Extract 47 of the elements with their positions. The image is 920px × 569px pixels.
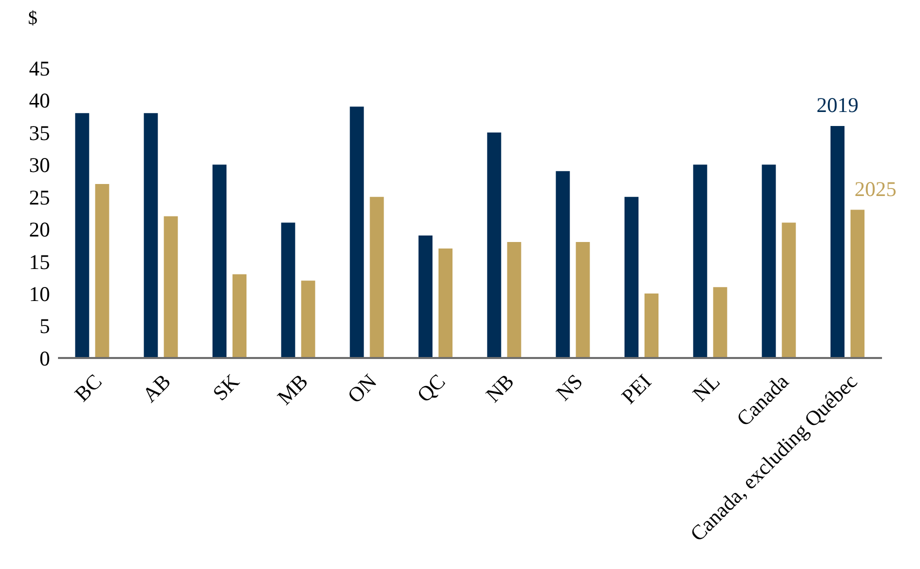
bar <box>301 280 316 358</box>
x-tick-label: AB <box>138 369 176 407</box>
y-tick-label: 10 <box>29 282 50 306</box>
x-tick-label: ON <box>342 369 382 408</box>
bar <box>850 210 864 358</box>
bar <box>95 184 110 358</box>
y-axis-title: $ <box>28 8 38 30</box>
x-tick-label: BC <box>70 369 107 406</box>
y-tick-label: 0 <box>40 346 50 370</box>
y-tick-label: 35 <box>29 120 50 145</box>
bar <box>438 248 452 358</box>
y-tick-label: 45 <box>29 56 50 80</box>
y-tick-label: 20 <box>29 218 50 242</box>
bar <box>370 196 384 358</box>
bar <box>212 164 226 358</box>
x-tick-label: NB <box>481 369 519 407</box>
bar <box>418 236 432 358</box>
series-label: 2019 <box>816 93 858 117</box>
bar <box>693 164 708 358</box>
bar <box>762 164 776 358</box>
series-label: 2025 <box>854 176 896 201</box>
x-tick-label: SK <box>208 369 244 406</box>
y-tick-label: 40 <box>29 88 50 113</box>
bar <box>232 274 246 358</box>
x-tick-label: QC <box>412 369 450 407</box>
x-tick-label: MB <box>272 369 313 410</box>
bar <box>144 113 158 358</box>
bar <box>350 106 364 358</box>
bar <box>556 171 570 358</box>
x-tick-label: NL <box>688 369 725 406</box>
bar <box>624 196 638 358</box>
y-tick-label: 15 <box>29 250 50 274</box>
bar <box>782 222 796 358</box>
x-tick-label: PEI <box>616 369 656 409</box>
bar <box>576 242 590 358</box>
x-tick-label: NS <box>551 369 588 406</box>
bar <box>281 222 296 358</box>
y-tick-label: 25 <box>29 185 50 210</box>
bar <box>164 216 178 358</box>
y-tick-label: 5 <box>40 314 50 338</box>
bar <box>713 287 728 358</box>
bar <box>830 126 844 358</box>
bar <box>644 294 658 358</box>
y-tick-label: 30 <box>29 153 50 178</box>
bar <box>507 242 522 358</box>
bar <box>75 113 90 358</box>
bar <box>487 132 502 358</box>
